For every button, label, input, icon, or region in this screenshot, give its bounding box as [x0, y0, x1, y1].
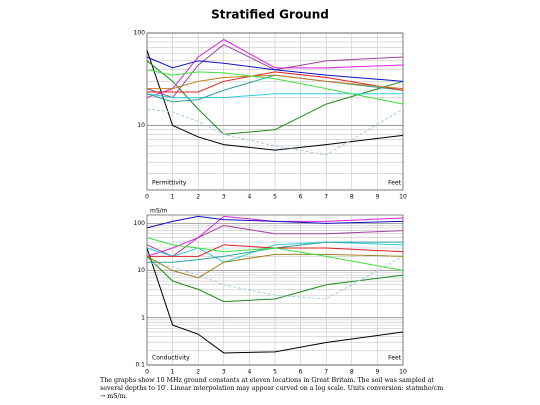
series-line [146, 56, 404, 82]
series-line [146, 215, 404, 257]
x-tick-label: 0 [145, 194, 149, 201]
x-tick-label: 2 [196, 194, 200, 201]
y-tick-label: 10 [137, 122, 145, 129]
x-tick-label: 10 [399, 194, 407, 201]
series-line [146, 247, 404, 354]
x-tick-label: 10 [399, 369, 407, 376]
series-line [146, 255, 404, 303]
series-line [146, 69, 404, 105]
y-axis-label: mS/m [150, 208, 168, 215]
series-line [147, 71, 404, 93]
x-tick-label: 7 [324, 194, 328, 201]
caption: The graphs show 10 MHz ground constants … [100, 377, 444, 400]
x-tick-label: 1 [171, 194, 175, 201]
x-axis-label: Feet [388, 180, 402, 187]
x-tick-label: 9 [375, 194, 379, 201]
x-tick-label: 9 [375, 369, 379, 376]
x-axis-label: Feet [388, 355, 402, 362]
series-line [146, 215, 404, 229]
x-tick-label: 3 [222, 369, 226, 376]
series-line [146, 50, 404, 151]
x-tick-label: 2 [196, 369, 200, 376]
y-tick-label: 100 [134, 220, 146, 227]
plot-frame [146, 32, 404, 191]
x-tick-label: 7 [324, 369, 328, 376]
y-tick-label: 0.1 [135, 362, 145, 369]
chart-title: Stratified Ground [211, 8, 329, 22]
panel-label: Permittivity [152, 180, 187, 187]
panel-label: Conductivity [152, 355, 190, 362]
y-tick-label: 100 [134, 30, 146, 37]
y-tick-label: 1 [141, 314, 145, 321]
x-tick-label: 6 [299, 369, 303, 376]
series-line [146, 108, 404, 156]
y-tick-label: 10 [137, 267, 145, 274]
x-tick-label: 8 [350, 194, 354, 201]
x-tick-label: 6 [299, 194, 303, 201]
x-tick-label: 1 [171, 369, 175, 376]
x-tick-label: 8 [350, 369, 354, 376]
series-line [147, 244, 404, 257]
series-line [146, 255, 404, 300]
series-line [147, 241, 403, 263]
x-tick-label: 3 [222, 194, 226, 201]
series-line [147, 74, 404, 90]
x-tick-label: 5 [273, 194, 277, 201]
x-tick-label: 4 [247, 369, 251, 376]
x-tick-label: 5 [273, 369, 277, 376]
series-line [146, 253, 404, 279]
x-tick-label: 4 [247, 194, 251, 201]
series-line [146, 237, 404, 272]
series-line [146, 93, 403, 99]
x-tick-label: 0 [145, 369, 149, 376]
plot-frame [146, 214, 404, 366]
